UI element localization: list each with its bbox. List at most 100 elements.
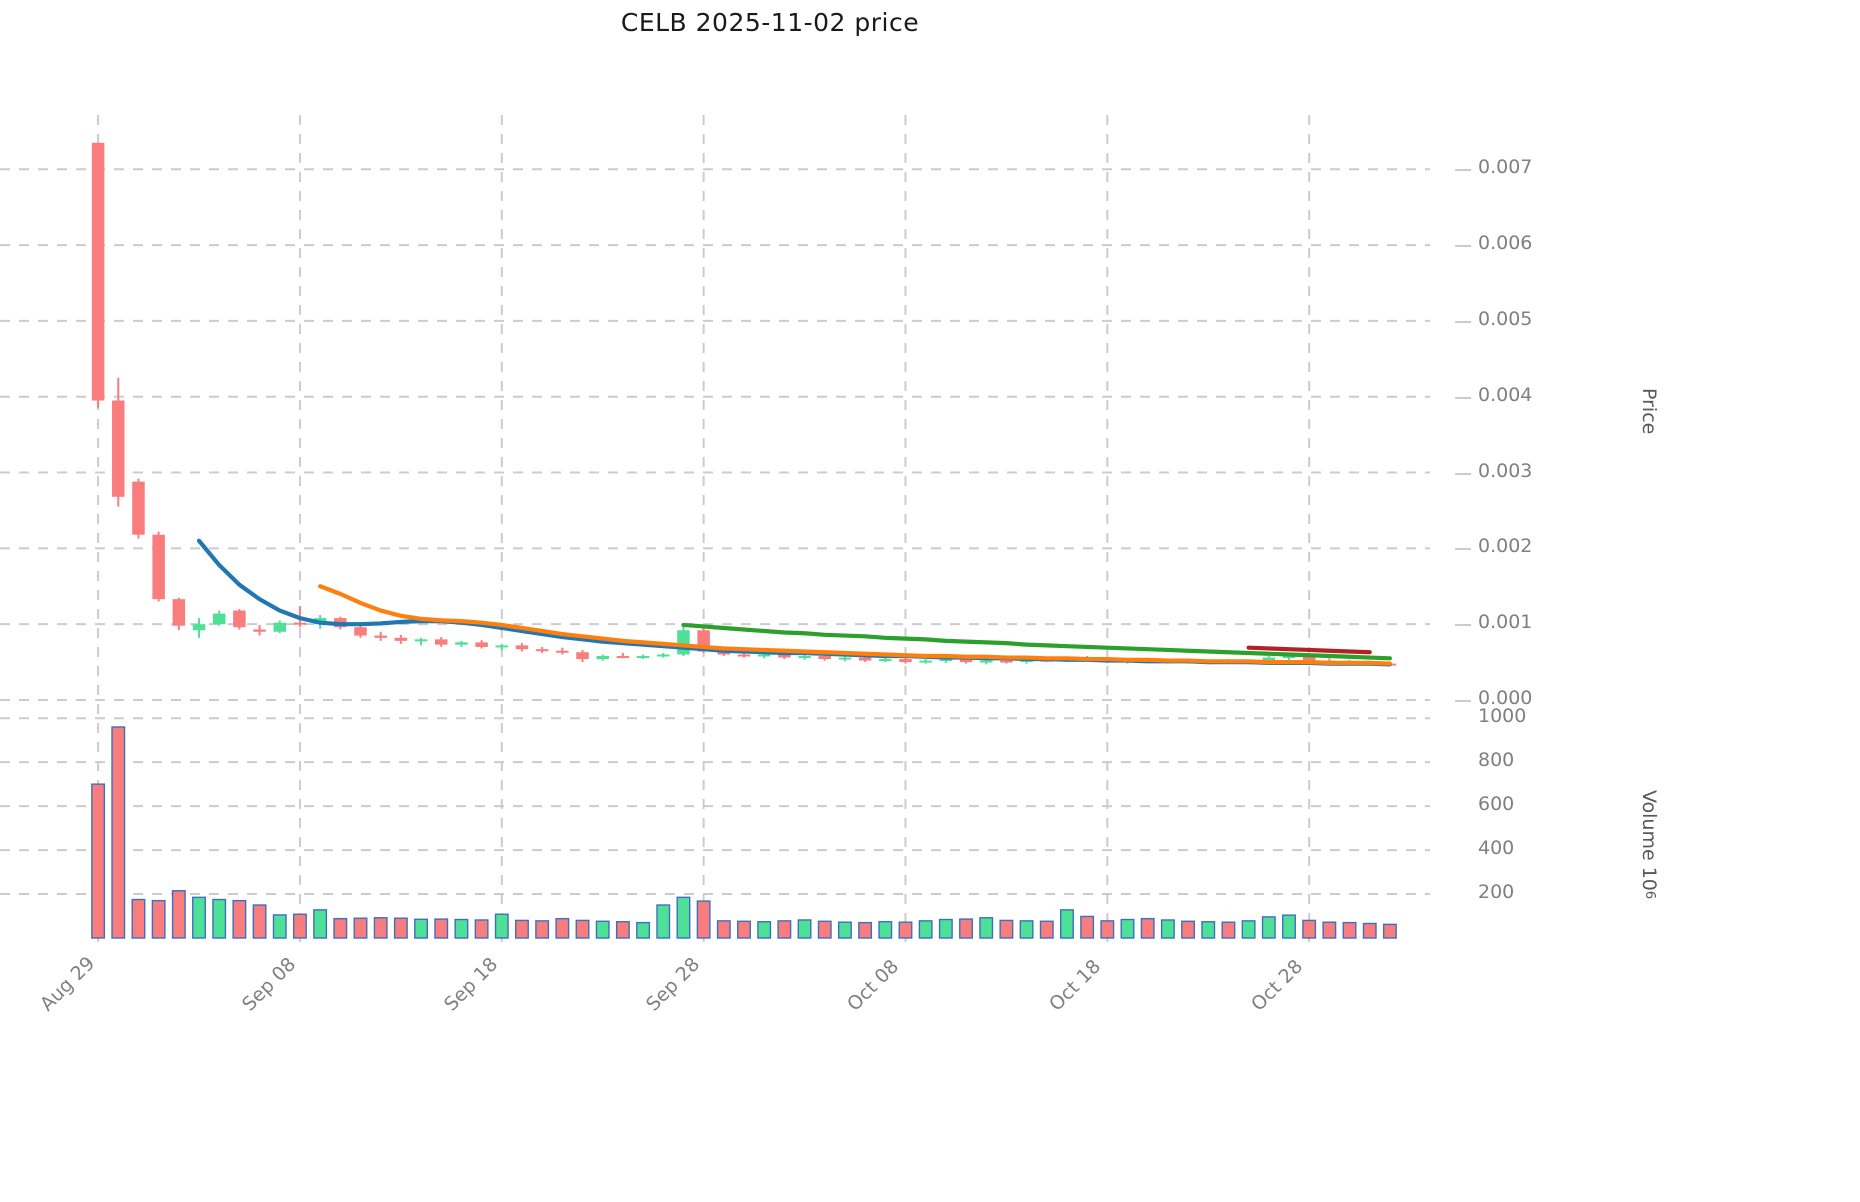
candle-body [858,657,872,661]
candle-body [556,650,569,653]
candle-body [394,637,408,641]
candle-body [979,660,993,663]
volume-bar [676,896,691,939]
volume-bar [131,898,146,939]
volume-bar [1282,914,1296,939]
candle-body [636,656,650,659]
candle-body [576,652,589,660]
volume-bar [757,921,772,939]
candle-body [455,642,468,645]
volume-bar [313,909,328,939]
volume-bar [1261,916,1276,939]
volume-bar [1160,919,1175,939]
volume-bar [333,917,348,939]
volume-bar [414,918,429,939]
moving-average-lines [196,538,1393,667]
volume-bar [494,913,509,939]
candle-body [91,142,105,401]
volume-bar [595,920,610,939]
volume-bar [353,917,368,939]
candle-body [535,649,549,652]
volume-bar [1241,920,1256,939]
candle-body [798,656,811,659]
price-tick-label: 0.004 [1478,383,1533,406]
price-tick-label: 0.002 [1478,535,1533,558]
volume-bar [252,904,267,939]
volume-bar [393,917,408,939]
volume-bar [1120,918,1135,939]
candle-body [838,657,852,660]
candle-body [596,656,609,660]
candle-body [112,400,125,497]
volume-bar [1100,920,1115,939]
volume-bar [797,919,812,939]
volume-bar [999,919,1014,939]
price-tick-mark [1455,700,1471,702]
volume-bar [1342,921,1357,939]
gridlines [0,115,1430,946]
volume-bar [716,920,731,939]
volume-bar [837,921,852,939]
volume-bar [1362,922,1377,939]
candle-body [515,645,529,650]
volume-tick-label: 400 [1478,837,1515,860]
candle-body [616,656,630,659]
candle-body [757,654,771,657]
volume-bar [515,919,529,939]
volume-bar [878,921,893,939]
price-tick-mark [1455,245,1471,248]
candle-body [192,624,206,631]
volume-bar [454,918,469,939]
candle-body [212,613,226,625]
volume-bar [1019,920,1034,939]
volume-bar [1322,921,1337,939]
candle-body [677,630,690,655]
candle-body [717,651,731,655]
volume-bar [979,917,994,939]
volume-bar [292,913,307,939]
volume-tick-label: 600 [1478,793,1515,816]
candle-body [253,629,266,632]
candle-body [1262,657,1276,661]
volume-bar [737,920,751,939]
volume-axis-label-exponent: 6 [1642,890,1657,900]
price-tick-mark [1455,396,1471,399]
price-tick-label: 0.007 [1478,156,1533,179]
volume-bar [171,890,186,939]
candle-body [919,660,932,663]
ma-line [681,622,1393,661]
volume-tick-label: 1000 [1478,705,1527,728]
candle-body [132,481,145,535]
volume-bar [1059,909,1074,939]
candle-body [1000,660,1013,663]
price-tick-label: 0.005 [1478,307,1533,330]
candle-body [495,645,509,648]
volume-bar [474,919,489,939]
candle-body [273,622,287,632]
volume-bar [1221,921,1236,939]
price-tick-mark [1455,624,1471,627]
volume-bar [91,783,106,939]
volume-bar [959,918,973,939]
volume-bar [1201,921,1216,939]
volume-bar [918,920,933,939]
volume-bar [192,896,206,939]
volume-bar [212,898,227,939]
volume-bar [1080,915,1095,939]
volume-bar [696,900,711,939]
candle-body [434,639,448,645]
price-tick-label: 0.003 [1478,459,1533,482]
candle-body [879,659,892,662]
candle-body [293,622,307,625]
volume-bar [555,917,570,939]
candle-body [899,659,912,663]
volume-bar [898,921,913,939]
volume-bar [272,914,287,939]
volume-bar [1039,920,1054,939]
candle-body [152,534,165,600]
candle-body [818,656,831,660]
volume-axis-label-text: Volume 10 [1638,790,1660,891]
price-tick-label: 0.001 [1478,611,1533,634]
candle-body [233,610,246,628]
